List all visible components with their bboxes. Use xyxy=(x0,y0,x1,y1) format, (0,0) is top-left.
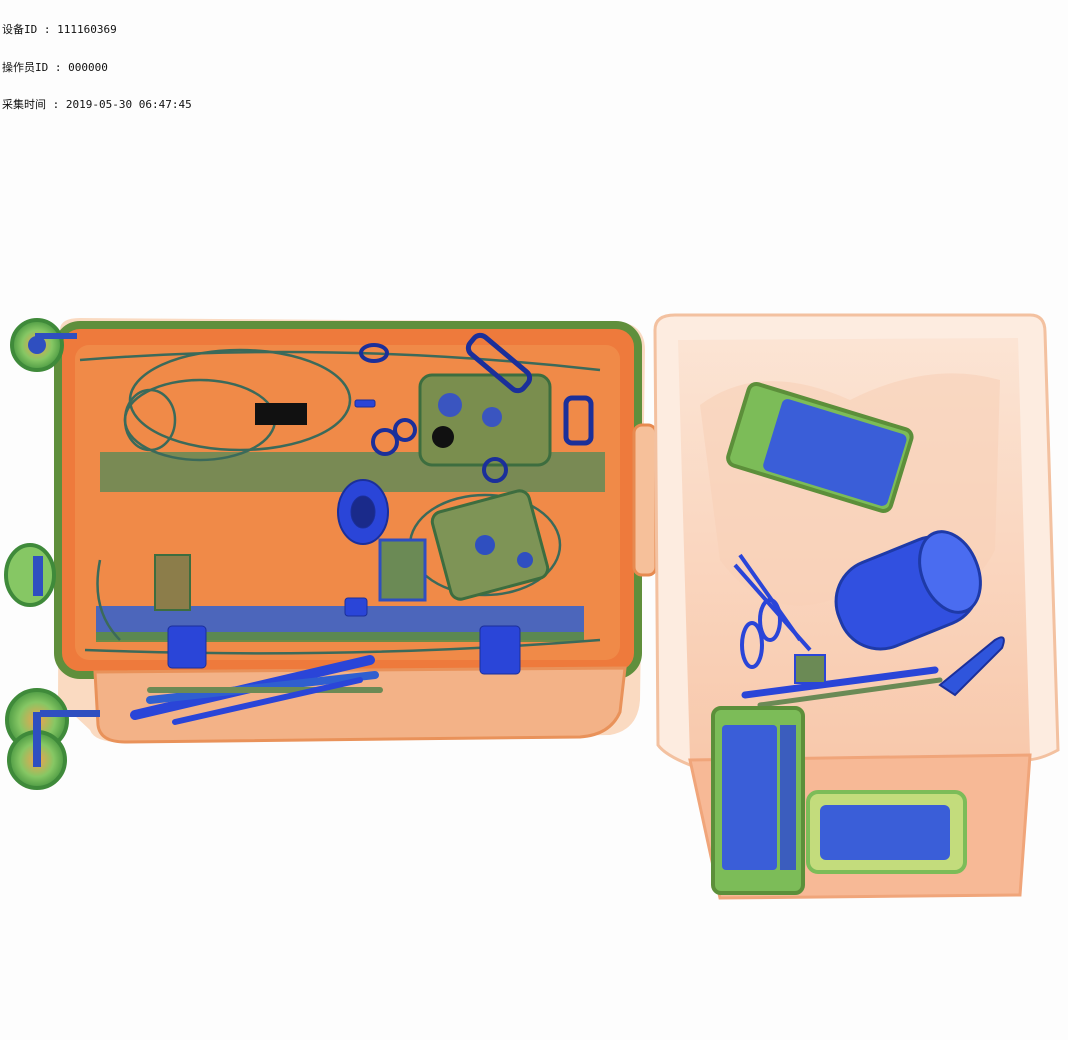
capture-time-text: 采集时间 : 2019-05-30 06:47:45 xyxy=(2,98,192,111)
luggage-wheels xyxy=(4,318,100,790)
scissors xyxy=(733,553,812,669)
power-bank xyxy=(726,381,914,513)
cables xyxy=(79,348,601,655)
scan-info-header: 设备ID : 111160369 操作员ID : 000000 采集时间 : 2… xyxy=(2,0,192,124)
device-id-text: 设备ID : 111160369 xyxy=(2,23,117,36)
smartphone-2 xyxy=(806,790,967,874)
keys xyxy=(741,636,1005,708)
smartphone-1 xyxy=(711,706,805,895)
pens xyxy=(130,655,383,725)
electronic-devices xyxy=(154,373,552,611)
metal-items xyxy=(167,332,594,675)
thermos-bottle xyxy=(834,530,982,651)
operator-id-text: 操作员ID : 000000 xyxy=(2,60,108,74)
